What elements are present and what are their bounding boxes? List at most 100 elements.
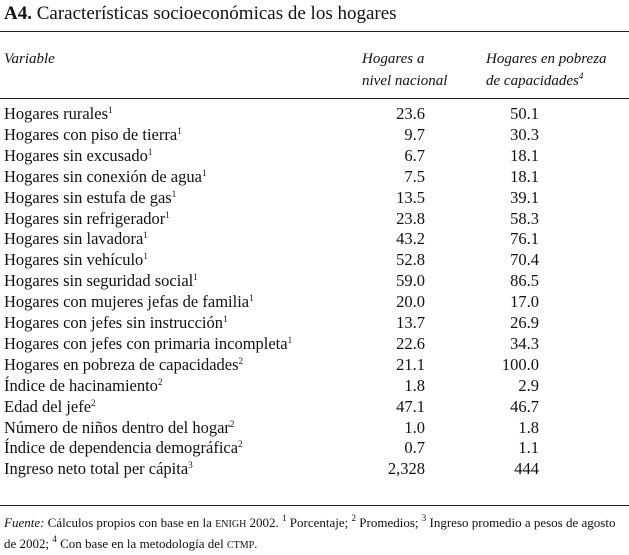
variable: Hogares con piso de tierra1: [4, 124, 182, 145]
variable-name: Hogares rurales: [4, 104, 108, 123]
header-col2: Hogares en pobreza de capacidades4: [486, 48, 607, 92]
header-line: Hogares a: [362, 51, 425, 67]
note-mark: 1: [282, 513, 287, 523]
header-line: de capacidades: [486, 73, 579, 89]
variable: Hogares sin seguridad social1: [4, 270, 198, 291]
note-mark: 3: [421, 513, 427, 523]
value: 70.4: [510, 250, 539, 270]
note-mark: 1: [171, 188, 177, 199]
value: 1.0: [404, 417, 425, 437]
table-row: Hogares sin vehículo1 52.8 70.4: [0, 249, 629, 270]
source-year: 2002.: [249, 515, 279, 530]
value: 17.0: [510, 292, 539, 312]
note-mark: 4: [578, 71, 584, 81]
rule: [0, 98, 629, 99]
value: 1.8: [518, 417, 539, 437]
variable-name: Índice de hacinamiento: [4, 375, 158, 395]
variable: Hogares sin conexión de agua1: [4, 166, 206, 187]
table-row: Hogares sin seguridad social1 59.0 86.5: [0, 270, 629, 291]
variable: Número de niños dentro del hogar2: [4, 417, 234, 438]
note-mark: 1: [223, 314, 228, 324]
value: 43.2: [396, 229, 425, 249]
title: A4. Características socioeconómicas de l…: [4, 3, 397, 25]
value: 7.5: [404, 166, 425, 186]
variable: Hogares rurales1: [4, 103, 113, 124]
table-row: Ingreso neto total per cápita3 2,328 444: [0, 458, 629, 479]
variable: Hogares con mujeres jefas de familia1: [4, 291, 254, 312]
note-mark: 2: [91, 397, 96, 408]
note-text: Ingreso promedio a pesos de agosto de 20…: [4, 515, 616, 551]
footnote: Fuente: Cálculos propios con base en la …: [4, 513, 626, 555]
value: 0.7: [404, 438, 425, 458]
variable: Índice de dependencia demográfica2: [4, 437, 243, 458]
variable-name: Hogares sin seguridad social: [4, 271, 194, 291]
value: 1.1: [518, 438, 539, 458]
table-row: Hogares sin conexión de agua1 7.5 18.1: [0, 166, 629, 187]
value: 444: [514, 459, 539, 479]
note-mark: 1: [193, 272, 198, 283]
value: 6.7: [404, 145, 425, 165]
header-line: Hogares en pobreza: [486, 51, 607, 67]
variable-name: Hogares con jefes con primaria incomplet…: [4, 333, 288, 353]
variable: Ingreso neto total per cápita3: [4, 458, 193, 479]
source-text: Cálculos propios con base en la: [47, 515, 212, 530]
table-row: Hogares rurales1 23.6 50.1: [0, 103, 629, 124]
variable: Índice de hacinamiento2: [4, 375, 162, 396]
variable: Hogares con jefes con primaria incomplet…: [4, 333, 292, 354]
note-text: Porcentaje;: [289, 515, 349, 530]
note-mark: 1: [147, 146, 153, 157]
value: 18.1: [510, 166, 539, 186]
value: 2,328: [387, 459, 425, 479]
value: 86.5: [510, 271, 539, 291]
variable-name: Índice de dependencia demográfica: [4, 438, 239, 458]
value: 26.9: [510, 313, 539, 332]
note-mark: 1: [177, 125, 182, 136]
note-mark: 2: [351, 513, 357, 523]
note-acronym: CTMP: [226, 540, 255, 551]
value: 58.3: [510, 208, 539, 228]
value: 46.7: [510, 396, 539, 416]
value: 50.1: [510, 104, 539, 123]
variable: Hogares sin refrigerador1: [4, 208, 170, 229]
note-mark: 2: [238, 355, 244, 366]
note-text: Promedios;: [359, 515, 419, 530]
variable-name: Número de niños dentro del hogar: [4, 417, 230, 437]
note-mark: 3: [188, 460, 193, 471]
value: 34.3: [510, 333, 539, 353]
value: 9.7: [404, 124, 425, 144]
table-row: Hogares con piso de tierra1 9.7 30.3: [0, 124, 629, 145]
value: 13.5: [396, 187, 425, 207]
table-row: Índice de hacinamiento2 1.8 2.9: [0, 375, 629, 396]
value: 100.0: [501, 354, 539, 374]
variable: Hogares sin excusado1: [4, 145, 152, 166]
variable-name: Hogares sin lavadora: [4, 229, 144, 249]
note-mark: 1: [201, 167, 207, 178]
table-row: Número de niños dentro del hogar2 1.0 1.8: [0, 417, 629, 438]
value: 47.1: [396, 396, 425, 416]
table-row: Hogares sin excusado1 6.7 18.1: [0, 145, 629, 166]
value: 76.1: [510, 229, 539, 249]
rule: [0, 31, 629, 32]
value: 23.8: [396, 208, 425, 228]
variable-name: Ingreso neto total per cápita: [4, 459, 189, 479]
title-label: A4.: [4, 3, 32, 24]
table-row: Hogares con jefes con primaria incomplet…: [0, 333, 629, 354]
header-variable: Variable: [4, 51, 55, 67]
variable-name: Edad del jefe: [4, 396, 92, 416]
note-mark: 1: [249, 293, 254, 304]
note-end: .: [254, 536, 258, 551]
variable-name: Hogares sin conexión de agua: [4, 166, 202, 186]
header-line: nivel nacional: [362, 73, 448, 89]
table-row: Hogares en pobreza de capacidades2 21.1 10…: [0, 354, 629, 375]
note-mark: 1: [165, 209, 170, 220]
table-row: Índice de dependencia demográfica2 0.7 1.1: [0, 437, 629, 458]
value: 13.7: [396, 313, 425, 332]
variable-name: Hogares sin excusado: [4, 145, 148, 165]
variable: Hogares sin lavadora1: [4, 228, 148, 249]
table-row: Edad del jefe2 47.1 46.7: [0, 396, 629, 417]
note-mark: 2: [238, 439, 243, 450]
note-mark: 1: [143, 230, 148, 241]
note-mark: 2: [229, 418, 235, 429]
note-mark: 1: [143, 251, 148, 262]
